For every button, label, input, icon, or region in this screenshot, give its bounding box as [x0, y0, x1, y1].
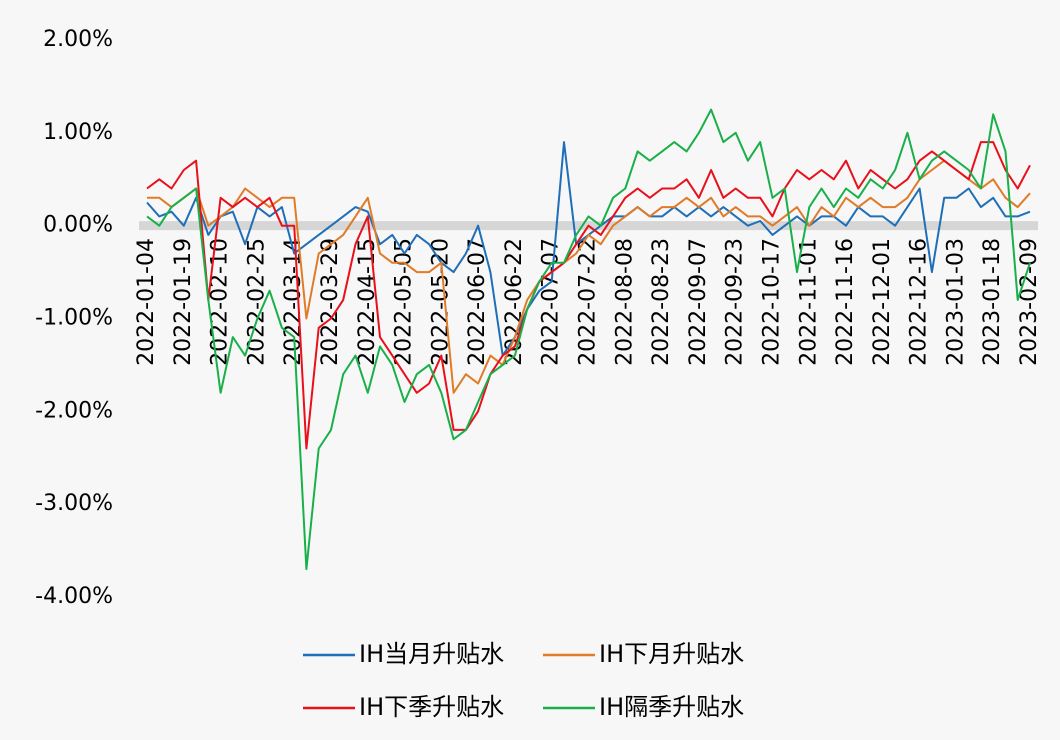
x-tick-label: 2022-07-07: [539, 238, 564, 366]
y-tick-label: -2.00%: [35, 398, 113, 423]
series-line: [146, 108, 1031, 571]
y-tick-label: -4.00%: [35, 584, 113, 609]
x-tick-label: 2022-05-05: [392, 238, 417, 366]
y-tick-label: 2.00%: [43, 27, 113, 52]
x-tick-label: 2022-10-17: [759, 238, 784, 366]
x-tick-label: 2023-02-09: [1017, 238, 1042, 366]
x-tick-label: 2023-01-18: [980, 238, 1005, 366]
x-tick-label: 2022-02-10: [208, 238, 233, 366]
series-line: [146, 141, 1031, 450]
y-tick-label: 1.00%: [43, 120, 113, 145]
x-tick-label: 2022-09-23: [723, 238, 748, 366]
y-tick-label: -1.00%: [35, 306, 113, 331]
x-tick-label: 2022-01-19: [171, 238, 196, 366]
x-tick-label: 2022-01-04: [134, 238, 159, 366]
x-tick-label: 2022-12-01: [870, 238, 895, 366]
x-tick-label: 2022-08-08: [612, 238, 637, 366]
legend-label: IH下季升贴水: [359, 693, 504, 721]
x-tick-label: 2022-11-16: [833, 238, 858, 366]
x-tick-label: 2022-12-16: [907, 238, 932, 366]
x-tick-label: 2022-09-07: [686, 238, 711, 366]
x-tick-label: 2022-08-23: [649, 238, 674, 366]
x-tick-label: 2022-03-14: [281, 238, 306, 366]
y-tick-label: 0.00%: [43, 213, 113, 238]
x-tick-label: 2022-06-07: [465, 238, 490, 366]
legend-label: IH隔季升贴水: [599, 693, 744, 721]
y-tick-label: -3.00%: [35, 491, 113, 516]
x-tick-label: 2023-01-03: [943, 238, 968, 366]
x-tick-label: 2022-03-29: [318, 238, 343, 366]
series-line: [147, 159, 1031, 394]
legend-label: IH当月升贴水: [359, 640, 504, 668]
x-tick-label: 2022-07-22: [576, 238, 601, 366]
x-tick-label: 2022-06-22: [502, 238, 527, 366]
legend-label: IH下月升贴水: [599, 640, 744, 668]
